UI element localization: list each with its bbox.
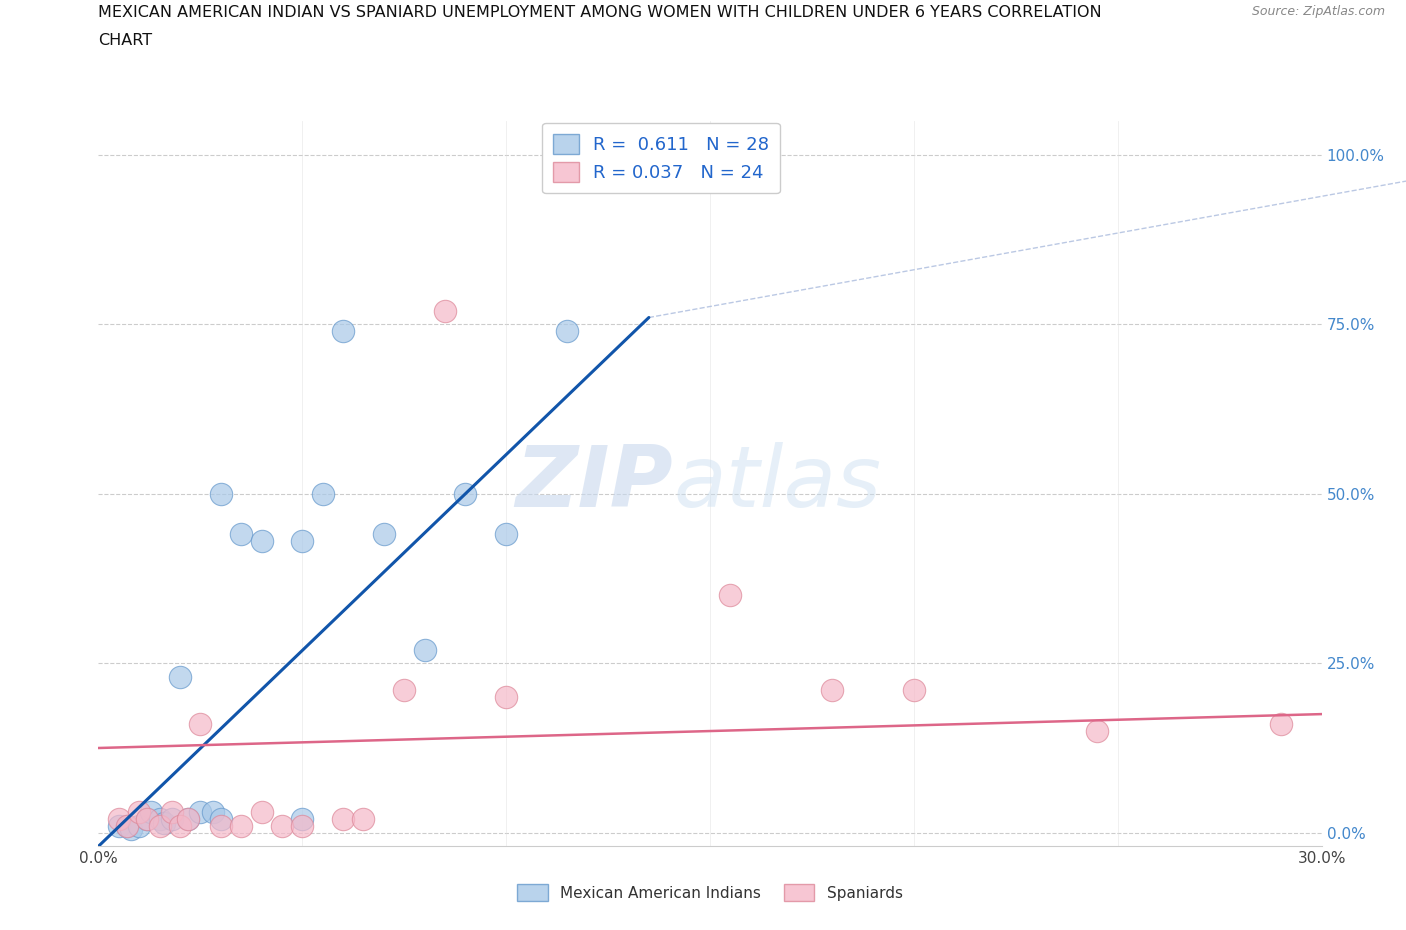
Text: CHART: CHART [98, 33, 152, 47]
Point [291, 534, 314, 549]
Point [352, 812, 374, 827]
Point [679, 167, 702, 182]
Point [209, 818, 232, 833]
Point [332, 324, 354, 339]
Point [312, 486, 335, 501]
Legend: Mexican American Indians, Spaniards: Mexican American Indians, Spaniards [512, 878, 908, 908]
Point [392, 683, 416, 698]
Point [1085, 724, 1108, 738]
Point [291, 812, 314, 827]
Point [149, 818, 172, 833]
Point [188, 717, 212, 732]
Point [250, 534, 273, 549]
Point [434, 303, 457, 318]
Point [291, 818, 314, 833]
Point [270, 818, 294, 833]
Point [495, 527, 517, 542]
Point [617, 167, 640, 182]
Point [177, 812, 200, 827]
Point [557, 324, 579, 339]
Text: Source: ZipAtlas.com: Source: ZipAtlas.com [1251, 5, 1385, 18]
Point [108, 818, 131, 833]
Point [128, 818, 150, 833]
Text: atlas: atlas [673, 442, 882, 525]
Point [231, 527, 253, 542]
Point [115, 818, 138, 833]
Point [152, 815, 174, 830]
Point [209, 486, 232, 501]
Point [120, 822, 142, 837]
Point [136, 812, 159, 827]
Point [332, 812, 354, 827]
Text: ZIP: ZIP [516, 442, 673, 525]
Text: MEXICAN AMERICAN INDIAN VS SPANIARD UNEMPLOYMENT AMONG WOMEN WITH CHILDREN UNDER: MEXICAN AMERICAN INDIAN VS SPANIARD UNEM… [98, 5, 1102, 20]
Point [141, 805, 163, 820]
Point [136, 812, 159, 827]
Point [495, 690, 517, 705]
Point [720, 588, 742, 603]
Point [108, 812, 131, 827]
Point [209, 812, 232, 827]
Point [160, 812, 183, 827]
Point [115, 818, 138, 833]
Point [188, 805, 212, 820]
Point [128, 805, 150, 820]
Point [373, 527, 395, 542]
Point [250, 805, 273, 820]
Point [201, 805, 224, 820]
Point [169, 818, 191, 833]
Point [231, 818, 253, 833]
Point [821, 683, 844, 698]
Point [160, 805, 183, 820]
Point [169, 670, 191, 684]
Point [177, 812, 200, 827]
Point [149, 812, 172, 827]
Point [903, 683, 925, 698]
Point [413, 643, 436, 658]
Point [454, 486, 477, 501]
Point [1270, 717, 1292, 732]
